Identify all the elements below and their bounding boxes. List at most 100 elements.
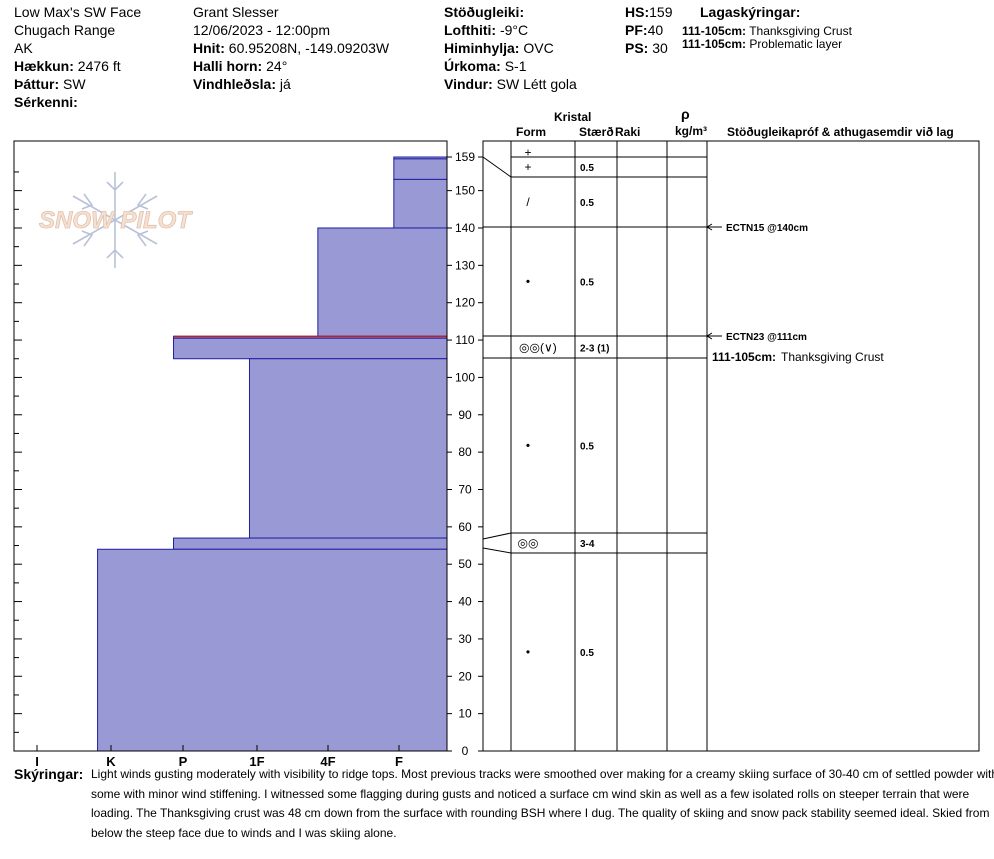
coordinates-label: Hnit:: [193, 40, 225, 56]
hardness-bar: [173, 337, 448, 360]
wind-row: Vindur: SW Létt gola: [444, 76, 577, 93]
crystal-form-symbol: •: [526, 275, 530, 289]
legend-item-text: Thanksgiving Crust: [749, 24, 852, 38]
aspect-row: Þáttur: SW: [14, 76, 86, 93]
slope-label: Halli horn:: [193, 58, 263, 74]
grain-size-label: 0.5: [580, 198, 594, 209]
hardness-tick-label: K: [106, 754, 116, 769]
wind-loading-label: Vindhleðsla:: [193, 76, 276, 92]
depth-tick-label: 10: [458, 707, 472, 721]
sky-label: Himinhylja:: [444, 40, 520, 56]
grain-size-label: 0.5: [580, 442, 594, 453]
arrow-icon: [706, 332, 713, 340]
legend-item-range: 111-105cm:: [682, 37, 747, 51]
hardness-tick-label: P: [179, 754, 188, 769]
grain-size-label: 3-4: [580, 539, 595, 550]
hardness-axis: I K P 1F 4F F: [35, 745, 403, 769]
hs-value: 159: [649, 4, 673, 20]
stability-test-label: ECTN23 @111cm: [726, 332, 807, 343]
hardness-bar: [173, 537, 448, 550]
wind-loading-row: Vindhleðsla: já: [193, 76, 291, 93]
stability-label: Stöðugleiki:: [444, 4, 525, 20]
comments-text: Light winds gusting moderately with visi…: [91, 765, 994, 843]
density-header: kg/m³: [675, 124, 708, 138]
watermark-text: SNOW PILOT: [39, 207, 193, 234]
depth-tick-label: 130: [455, 258, 475, 272]
depth-tick-label: 50: [458, 557, 472, 571]
hardness-bar: [97, 548, 448, 752]
depth-axis: 0 10 20 30 40 50 60 70 80 90 100 110 120 130 140 150 159: [14, 150, 483, 758]
depth-tick-label: 60: [458, 520, 472, 534]
aspect-label: Þáttur:: [14, 76, 60, 92]
stability-tests: ECTN15 @140cm ECTN23 @111cm 111-105cm: Than…: [706, 223, 884, 364]
crystal-form-symbol: +: [524, 160, 531, 174]
depth-tick-label: 150: [455, 184, 475, 198]
observer-name: Grant Slesser: [193, 4, 279, 20]
layers-table-frame: [482, 140, 980, 752]
comment-line: below the steep face due to winds and I …: [91, 825, 397, 840]
hardness-bar: [317, 227, 448, 337]
crystal-form-symbol: •: [526, 439, 530, 453]
slope-value: 24°: [266, 58, 288, 74]
legend-item: 111-105cm: Thanksgiving Crust: [682, 24, 852, 38]
crystal-form-symbol: /: [526, 195, 530, 209]
depth-tick-label: 100: [455, 370, 475, 384]
crystal-form-symbol: +: [524, 146, 531, 160]
crystal-form-symbol: ◎◎: [518, 536, 539, 550]
coordinates-value: 60.95208N, -149.09203W: [228, 40, 390, 56]
stability-header: Stöðugleikapróf & athugasemdir við lag: [727, 125, 954, 139]
grain-size-label: 0.5: [580, 278, 594, 289]
layer-comment-range: 111-105cm:: [712, 350, 776, 364]
specifics-label: Sérkenni:: [14, 94, 78, 110]
hardness-plot-frame: [13, 140, 448, 752]
size-header: Stærð: [579, 125, 614, 139]
legend-title: Lagaskýringar:: [700, 4, 801, 20]
hardness-tick-label: I: [35, 754, 39, 769]
depth-tick-label: 159: [455, 150, 475, 164]
hardness-tick-label: 4F: [320, 754, 335, 769]
pf-value: 40: [647, 22, 664, 38]
depth-tick-label: 20: [458, 669, 472, 683]
chart-frames: [13, 140, 980, 752]
wind-label: Vindur:: [444, 76, 493, 92]
hardness-tick-label: 1F: [249, 754, 264, 769]
grain-size-label: 0.5: [580, 648, 594, 659]
state: AK: [14, 40, 33, 56]
air-temp-value: -9°C: [499, 22, 529, 38]
depth-tick-label: 120: [455, 296, 475, 310]
depth-connector: [482, 532, 512, 540]
sky-row: Himinhylja: OVC: [444, 40, 554, 57]
hardness-bar: [248, 358, 448, 539]
legend-item-text: Problematic layer: [749, 37, 843, 51]
depth-tick-label: 0: [462, 744, 469, 758]
legend-item: 111-105cm: Problematic layer: [682, 37, 842, 51]
pf-label: PF:: [625, 22, 648, 38]
elevation-row: Hækkun: 2476 ft: [14, 58, 121, 75]
hardness-bars: [97, 156, 448, 752]
ps-value: 30: [652, 40, 668, 56]
hardness-bar: [393, 178, 448, 229]
crystal-header: Kristal: [554, 110, 592, 124]
legend-item-range: 111-105cm:: [682, 24, 747, 38]
moisture-header: Raki: [615, 125, 641, 139]
sky-value: OVC: [523, 40, 554, 56]
wind-value: SW Létt gola: [496, 76, 577, 92]
depth-tick-label: 90: [458, 408, 472, 422]
slope-row: Halli horn: 24°: [193, 58, 287, 75]
depth-tick-label: 110: [455, 333, 474, 347]
crystal-form-symbol: •: [526, 645, 530, 659]
ps-row: PS: 30: [625, 40, 668, 57]
wind-loading-value: já: [279, 76, 291, 92]
comment-line: Light winds gusting moderately with visi…: [91, 767, 994, 781]
form-header: Form: [516, 125, 546, 139]
depth-connector: [482, 547, 512, 554]
depth-tick-label: 140: [455, 221, 475, 235]
pf-row: PF:40: [625, 22, 663, 39]
layer-rows: ++ 0.5 / 0.5 • 0.5 ◎◎(∨) 2-3 (1) • 0.5 ◎◎ 3-4 • 0.5: [482, 146, 707, 659]
depth-tick-label: 30: [458, 632, 472, 646]
comment-line: some with minor wind stiffening. I witne…: [91, 786, 970, 801]
precip-row: Úrkoma: S-1: [444, 58, 526, 75]
stability-test-label: ECTN15 @140cm: [726, 223, 808, 234]
depth-connector: [482, 156, 512, 178]
